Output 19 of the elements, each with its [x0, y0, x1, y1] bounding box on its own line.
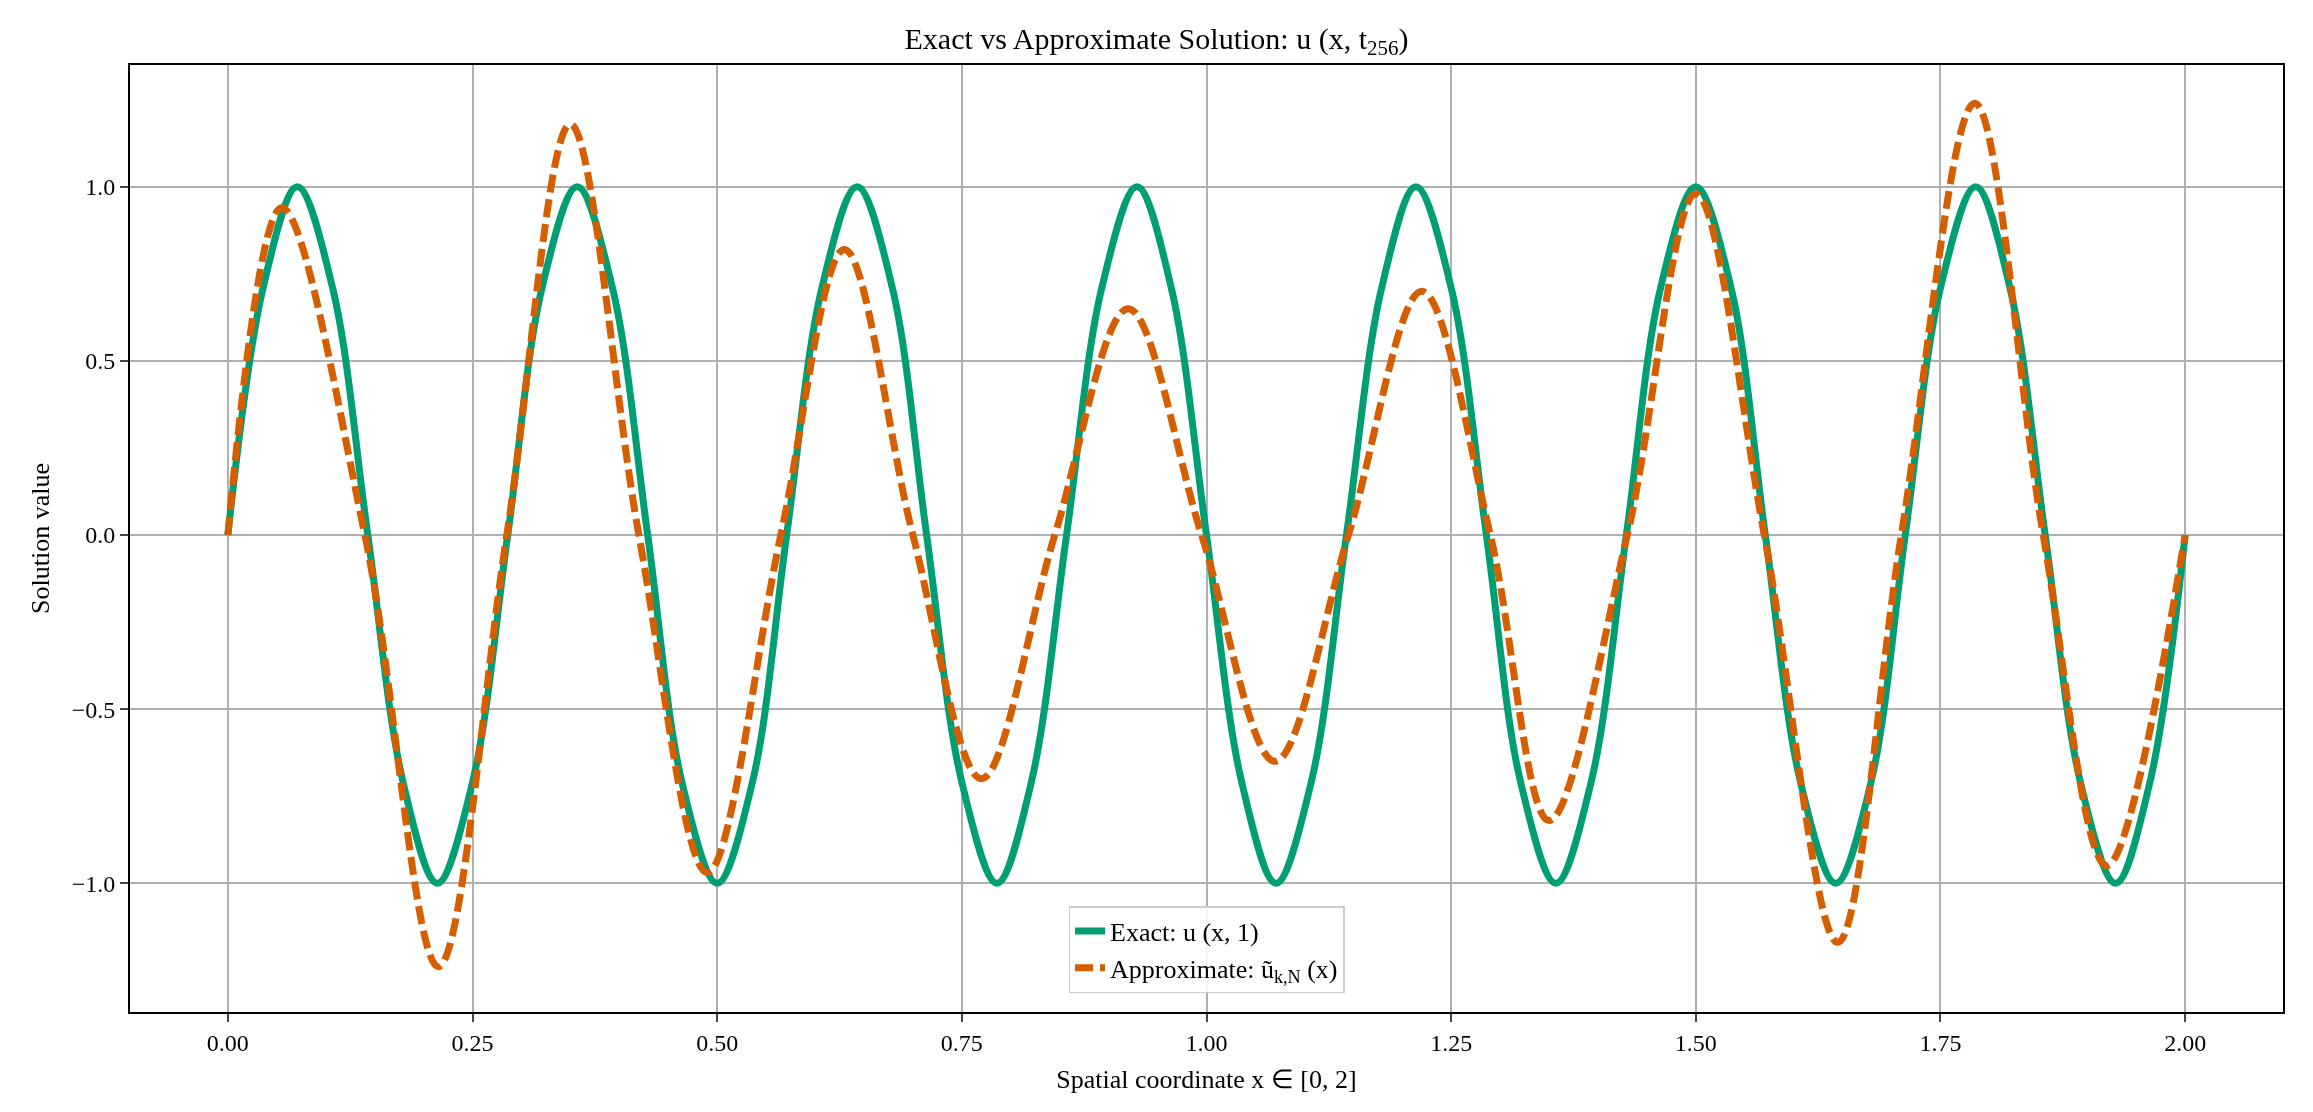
y-tick-label: 0.5	[85, 348, 116, 375]
y-tick-label: −0.5	[71, 696, 116, 723]
x-tick-label: 1.50	[1674, 1029, 1717, 1056]
y-axis-title: Solution value	[25, 463, 55, 614]
x-tick-label: 1.75	[1919, 1029, 1962, 1056]
x-tick-label: 0.50	[696, 1029, 739, 1056]
x-axis-title: Spatial coordinate x ∈ [0, 2]	[1056, 1065, 1357, 1094]
legend-label: Approximate: ũ$_{k,N}$ (x)	[1110, 954, 1338, 988]
x-tick-label: 0.25	[451, 1029, 494, 1056]
y-tick-label: −1.0	[71, 870, 116, 897]
x-tick-label: 0.75	[940, 1029, 983, 1056]
x-tick-label: 0.00	[206, 1029, 249, 1056]
x-tick-label: 2.00	[2164, 1029, 2207, 1056]
y-tick-label: 0.0	[85, 522, 116, 549]
chart-title: Exact vs Approximate Solution: u (x, t$_{256}$)	[904, 21, 1409, 61]
y-tick-label: 1.0	[85, 174, 116, 201]
legend-label: Exact: u (x, 1)	[1110, 918, 1259, 948]
x-tick-label: 1.25	[1430, 1029, 1473, 1056]
x-tick-label: 1.00	[1185, 1029, 1228, 1056]
